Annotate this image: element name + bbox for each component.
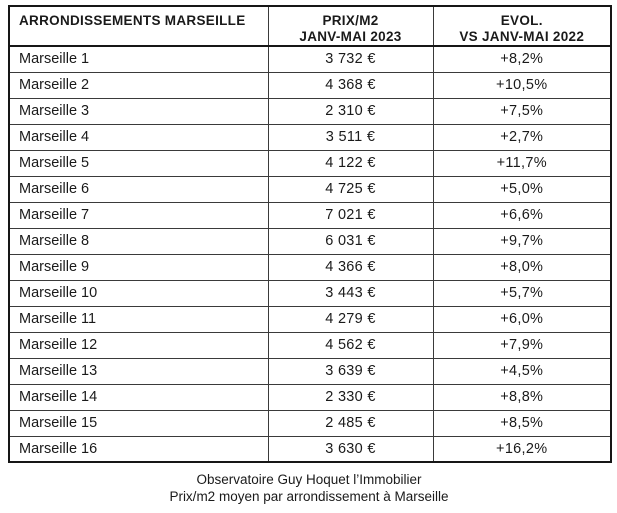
table-body: Marseille 1 3 732 € +8,2% Marseille 2 4 … (8, 45, 612, 463)
evolution-cell: +8,0% (432, 253, 612, 281)
row-label: Marseille 5 (8, 149, 269, 177)
evolution-cell: +5,7% (432, 279, 612, 307)
table-row: Marseille 6 4 725 € +5,0% (8, 175, 612, 203)
header-arrondissements: ARRONDISSEMENTS MARSEILLE (8, 5, 269, 47)
row-label: Marseille 3 (8, 97, 269, 125)
table-row: Marseille 14 2 330 € +8,8% (8, 383, 612, 411)
row-label: Marseille 6 (8, 175, 269, 203)
row-label: Marseille 7 (8, 201, 269, 229)
caption-description-line: Prix/m2 moyen par arrondissement à Marse… (169, 489, 449, 504)
table-row: Marseille 5 4 122 € +11,7% (8, 149, 612, 177)
price-cell: 3 732 € (267, 45, 434, 73)
table-row: Marseille 11 4 279 € +6,0% (8, 305, 612, 333)
price-table-container: ARRONDISSEMENTS MARSEILLE PRIX/M2 JANV-M… (8, 5, 612, 463)
arrondissements-price-table: ARRONDISSEMENTS MARSEILLE PRIX/M2 JANV-M… (8, 5, 612, 463)
row-label: Marseille 16 (8, 435, 269, 463)
table-header: ARRONDISSEMENTS MARSEILLE PRIX/M2 JANV-M… (8, 5, 612, 47)
row-label: Marseille 11 (8, 305, 269, 333)
evolution-cell: +4,5% (432, 357, 612, 385)
evolution-cell: +7,5% (432, 97, 612, 125)
table-row: Marseille 1 3 732 € +8,2% (8, 45, 612, 73)
table-row: Marseille 9 4 366 € +8,0% (8, 253, 612, 281)
row-label: Marseille 15 (8, 409, 269, 437)
row-label: Marseille 14 (8, 383, 269, 411)
price-cell: 4 562 € (267, 331, 434, 359)
evolution-cell: +16,2% (432, 435, 612, 463)
table-row: Marseille 15 2 485 € +8,5% (8, 409, 612, 437)
evolution-cell: +6,6% (432, 201, 612, 229)
row-label: Marseille 4 (8, 123, 269, 151)
row-label: Marseille 9 (8, 253, 269, 281)
evolution-cell: +8,2% (432, 45, 612, 73)
caption-source-line: Observatoire Guy Hoquet l’Immobilier (196, 472, 422, 487)
price-cell: 2 310 € (267, 97, 434, 125)
table-row: Marseille 2 4 368 € +10,5% (8, 71, 612, 99)
price-cell: 7 021 € (267, 201, 434, 229)
evolution-cell: +6,0% (432, 305, 612, 333)
evolution-cell: +11,7% (432, 149, 612, 177)
price-cell: 4 368 € (267, 71, 434, 99)
row-label: Marseille 12 (8, 331, 269, 359)
evolution-cell: +2,7% (432, 123, 612, 151)
table-row: Marseille 8 6 031 € +9,7% (8, 227, 612, 255)
row-label: Marseille 1 (8, 45, 269, 73)
evolution-cell: +8,5% (432, 409, 612, 437)
table-row: Marseille 7 7 021 € +6,6% (8, 201, 612, 229)
price-cell: 4 725 € (267, 175, 434, 203)
row-label: Marseille 8 (8, 227, 269, 255)
table-row: Marseille 16 3 630 € +16,2% (8, 435, 612, 463)
table-caption: Observatoire Guy Hoquet l’Immobilier Pri… (8, 471, 610, 505)
table-row: Marseille 10 3 443 € +5,7% (8, 279, 612, 307)
table-row: Marseille 13 3 639 € +4,5% (8, 357, 612, 385)
header-evolution: EVOL. VS JANV-MAI 2022 (432, 5, 612, 47)
table-row: Marseille 3 2 310 € +7,5% (8, 97, 612, 125)
row-label: Marseille 13 (8, 357, 269, 385)
evolution-cell: +5,0% (432, 175, 612, 203)
evolution-cell: +7,9% (432, 331, 612, 359)
row-label: Marseille 10 (8, 279, 269, 307)
price-cell: 4 122 € (267, 149, 434, 177)
header-prix-m2: PRIX/M2 JANV-MAI 2023 (267, 5, 434, 47)
price-cell: 3 639 € (267, 357, 434, 385)
price-cell: 6 031 € (267, 227, 434, 255)
price-cell: 2 330 € (267, 383, 434, 411)
price-cell: 4 279 € (267, 305, 434, 333)
evolution-cell: +9,7% (432, 227, 612, 255)
header-row: ARRONDISSEMENTS MARSEILLE PRIX/M2 JANV-M… (8, 5, 612, 47)
price-cell: 4 366 € (267, 253, 434, 281)
price-cell: 3 443 € (267, 279, 434, 307)
price-cell: 2 485 € (267, 409, 434, 437)
table-row: Marseille 12 4 562 € +7,9% (8, 331, 612, 359)
price-cell: 3 630 € (267, 435, 434, 463)
row-label: Marseille 2 (8, 71, 269, 99)
evolution-cell: +8,8% (432, 383, 612, 411)
evolution-cell: +10,5% (432, 71, 612, 99)
price-cell: 3 511 € (267, 123, 434, 151)
table-row: Marseille 4 3 511 € +2,7% (8, 123, 612, 151)
